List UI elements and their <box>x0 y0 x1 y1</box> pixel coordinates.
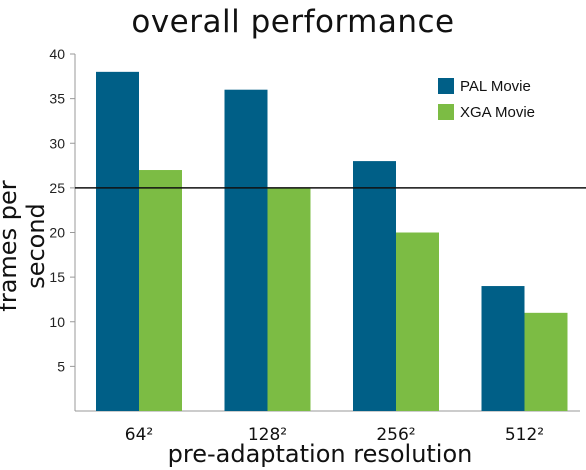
y-tick-label: 30 <box>49 135 65 151</box>
bar-xga-movie <box>396 232 439 411</box>
y-tick-label: 15 <box>49 269 65 285</box>
x-tick-label: 256² <box>376 425 415 445</box>
legend-swatch <box>438 104 454 120</box>
bar-pal-movie <box>96 71 139 411</box>
bar-pal-movie <box>224 89 268 411</box>
legend-swatch <box>438 78 454 94</box>
y-tick-label: 20 <box>49 225 65 241</box>
y-tick-label: 35 <box>49 91 65 107</box>
x-tick-label: 512² <box>505 425 544 445</box>
bar-pal-movie <box>481 286 525 411</box>
bar-xga-movie <box>267 187 311 411</box>
y-tick-label: 5 <box>57 358 65 374</box>
y-tick-label: 25 <box>49 180 65 196</box>
legend-label: PAL Movie <box>460 78 531 95</box>
bar-xga-movie <box>524 312 568 411</box>
bar-pal-movie <box>353 161 396 411</box>
legend-label: XGA Movie <box>460 104 535 121</box>
y-tick-label: 40 <box>49 46 65 62</box>
x-axis-label: pre-adaptation resolution <box>167 440 473 468</box>
chart-title: overall performance <box>131 4 455 40</box>
x-tick-label: 64² <box>125 425 153 445</box>
y-tick-label: 10 <box>49 314 65 330</box>
bar-xga-movie <box>139 170 182 411</box>
x-tick-label: 128² <box>248 425 287 445</box>
